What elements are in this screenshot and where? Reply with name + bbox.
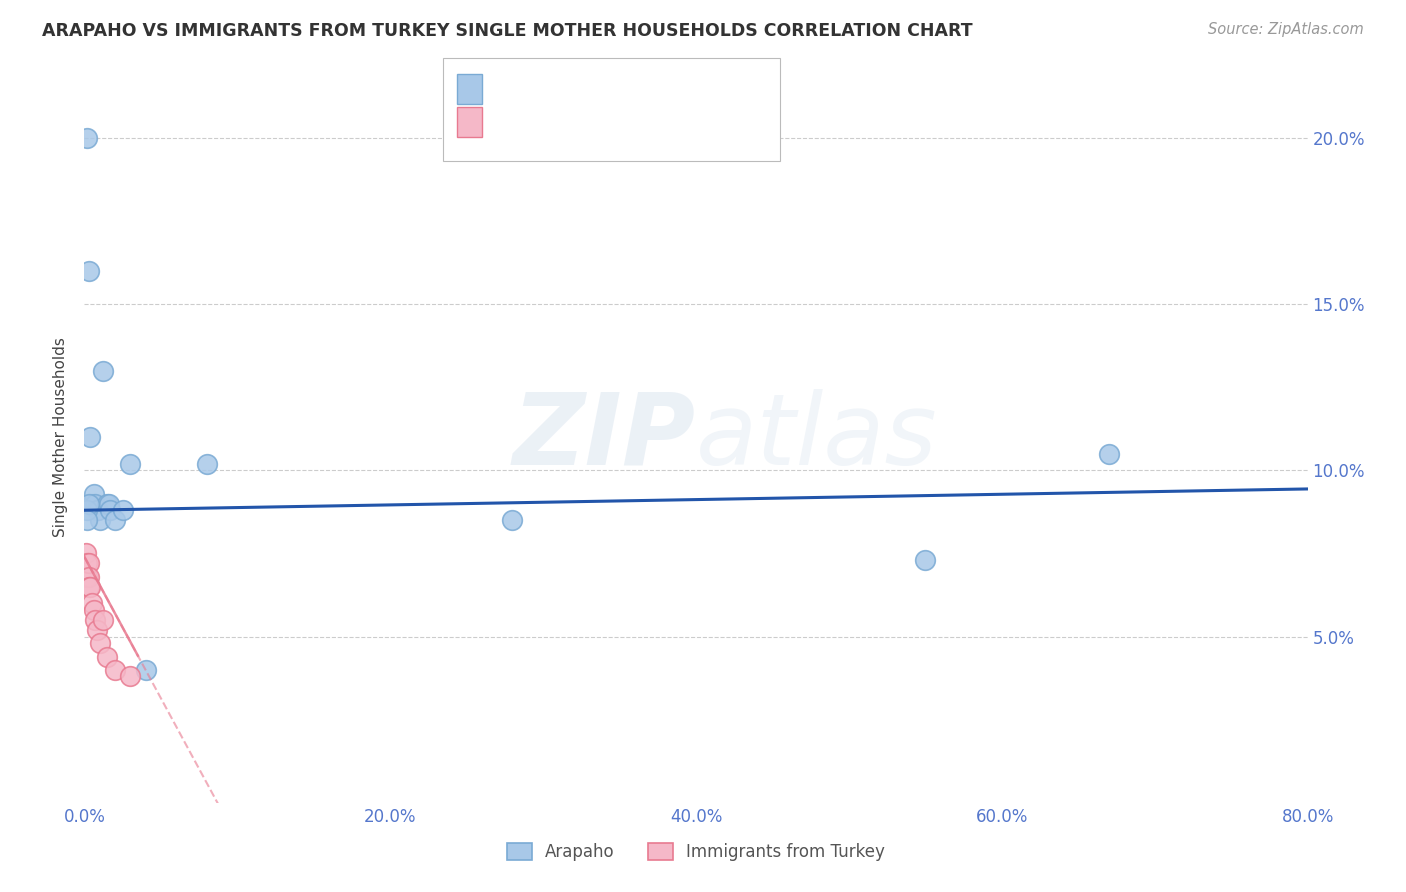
- Text: R =: R =: [494, 67, 524, 85]
- Point: [120, 457, 142, 471]
- Point: [77, 264, 100, 278]
- Point: [76, 503, 98, 517]
- Point: [97, 497, 120, 511]
- Point: [1098, 447, 1121, 461]
- Point: [76, 131, 98, 145]
- Point: [75, 546, 97, 560]
- Point: [77, 497, 100, 511]
- Point: [87, 503, 110, 517]
- Text: Source: ZipAtlas.com: Source: ZipAtlas.com: [1208, 22, 1364, 37]
- Point: [77, 570, 100, 584]
- Point: [135, 663, 157, 677]
- Point: [79, 430, 101, 444]
- Point: [79, 580, 101, 594]
- Point: [83, 603, 105, 617]
- Point: [89, 513, 111, 527]
- Point: [80, 497, 103, 511]
- Point: [120, 669, 142, 683]
- Point: [76, 513, 98, 527]
- Text: R =: R =: [494, 110, 524, 128]
- Text: atlas: atlas: [696, 389, 938, 485]
- Text: 16: 16: [658, 110, 681, 128]
- Point: [104, 513, 127, 527]
- Point: [91, 613, 114, 627]
- Point: [89, 636, 111, 650]
- Text: -0.257: -0.257: [531, 110, 591, 128]
- Text: 24: 24: [658, 67, 682, 85]
- Point: [914, 553, 936, 567]
- Text: ZIP: ZIP: [513, 389, 696, 485]
- Legend: Arapaho, Immigrants from Turkey: Arapaho, Immigrants from Turkey: [501, 836, 891, 868]
- Point: [77, 580, 100, 594]
- Point: [83, 486, 105, 500]
- Point: [84, 497, 107, 511]
- Point: [76, 557, 98, 571]
- Point: [96, 649, 118, 664]
- Point: [98, 503, 121, 517]
- Point: [77, 557, 100, 571]
- Point: [502, 513, 524, 527]
- Text: ARAPAHO VS IMMIGRANTS FROM TURKEY SINGLE MOTHER HOUSEHOLDS CORRELATION CHART: ARAPAHO VS IMMIGRANTS FROM TURKEY SINGLE…: [42, 22, 973, 40]
- Point: [84, 613, 107, 627]
- Point: [80, 596, 103, 610]
- Text: N =: N =: [620, 67, 651, 85]
- Point: [195, 457, 218, 471]
- Y-axis label: Single Mother Households: Single Mother Households: [53, 337, 69, 537]
- Point: [104, 663, 127, 677]
- Point: [76, 570, 98, 584]
- Text: N =: N =: [620, 110, 651, 128]
- Point: [86, 623, 108, 637]
- Text: 0.047: 0.047: [531, 67, 583, 85]
- Point: [91, 363, 114, 377]
- Point: [111, 503, 134, 517]
- Point: [96, 497, 118, 511]
- Point: [86, 503, 108, 517]
